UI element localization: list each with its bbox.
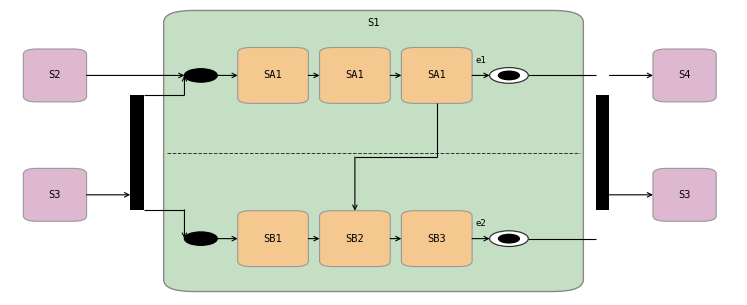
FancyBboxPatch shape [164,10,583,292]
FancyBboxPatch shape [401,48,472,103]
Text: SA1: SA1 [427,70,446,81]
FancyBboxPatch shape [653,49,716,102]
FancyBboxPatch shape [238,48,309,103]
FancyBboxPatch shape [130,95,143,210]
Text: SA1: SA1 [346,70,365,81]
Circle shape [498,235,519,243]
Circle shape [185,232,217,245]
Circle shape [498,71,519,80]
Text: SB1: SB1 [264,234,282,244]
Circle shape [489,231,528,246]
Text: S2: S2 [49,70,61,81]
Text: S3: S3 [678,190,691,200]
Text: e2: e2 [475,219,486,228]
Circle shape [489,68,528,83]
Text: S4: S4 [678,70,691,81]
FancyBboxPatch shape [23,49,87,102]
FancyBboxPatch shape [238,211,309,267]
FancyBboxPatch shape [23,168,87,221]
FancyBboxPatch shape [401,211,472,267]
Text: SB3: SB3 [427,234,446,244]
Text: SA1: SA1 [264,70,282,81]
Circle shape [185,69,217,82]
Text: e1: e1 [475,56,486,65]
FancyBboxPatch shape [320,48,390,103]
FancyBboxPatch shape [596,95,610,210]
Text: S3: S3 [49,190,61,200]
Text: S1: S1 [368,18,379,28]
FancyBboxPatch shape [320,211,390,267]
FancyBboxPatch shape [653,168,716,221]
Text: SB2: SB2 [346,234,365,244]
